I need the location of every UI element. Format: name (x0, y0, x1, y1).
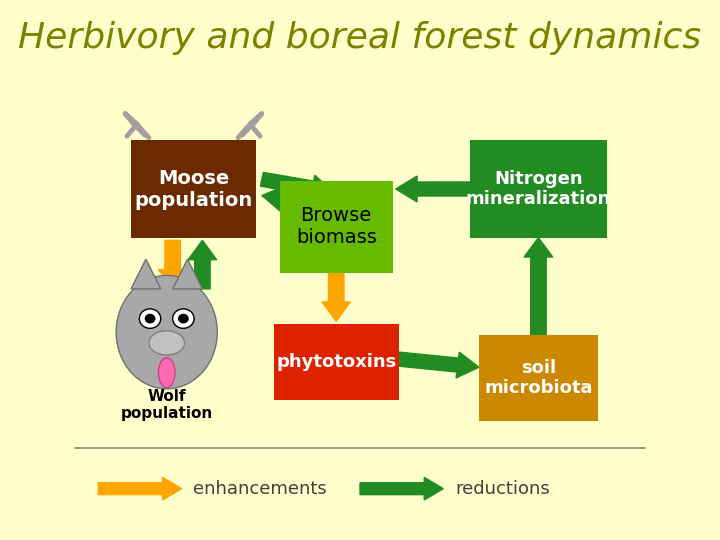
Text: Moose
population: Moose population (135, 168, 253, 210)
Text: phytotoxins: phytotoxins (276, 353, 396, 371)
FancyArrow shape (261, 172, 333, 201)
FancyBboxPatch shape (470, 140, 607, 238)
FancyArrow shape (188, 240, 217, 289)
Text: Wolf
population: Wolf population (120, 389, 213, 421)
FancyBboxPatch shape (274, 324, 399, 400)
Polygon shape (131, 259, 161, 289)
Text: Herbivory and boreal forest dynamics: Herbivory and boreal forest dynamics (19, 21, 701, 55)
Circle shape (140, 309, 161, 328)
Ellipse shape (149, 330, 184, 355)
Circle shape (178, 314, 189, 323)
FancyArrow shape (158, 240, 187, 289)
Circle shape (173, 309, 194, 328)
FancyBboxPatch shape (479, 335, 598, 421)
FancyArrow shape (396, 176, 470, 202)
Text: Browse
biomass: Browse biomass (296, 206, 377, 247)
Text: enhancements: enhancements (194, 480, 327, 498)
FancyArrow shape (322, 273, 351, 321)
Text: reductions: reductions (455, 480, 550, 498)
FancyArrow shape (360, 477, 444, 500)
Ellipse shape (116, 275, 217, 389)
Text: soil
microbiota: soil microbiota (484, 359, 593, 397)
FancyArrow shape (524, 238, 553, 335)
FancyArrow shape (398, 352, 479, 378)
FancyBboxPatch shape (279, 181, 392, 273)
Circle shape (145, 314, 156, 323)
Ellipse shape (158, 357, 175, 388)
Text: Nitrogen
mineralization: Nitrogen mineralization (466, 170, 611, 208)
Polygon shape (173, 259, 202, 289)
FancyBboxPatch shape (131, 140, 256, 238)
FancyArrow shape (99, 477, 181, 500)
FancyArrow shape (262, 186, 335, 213)
